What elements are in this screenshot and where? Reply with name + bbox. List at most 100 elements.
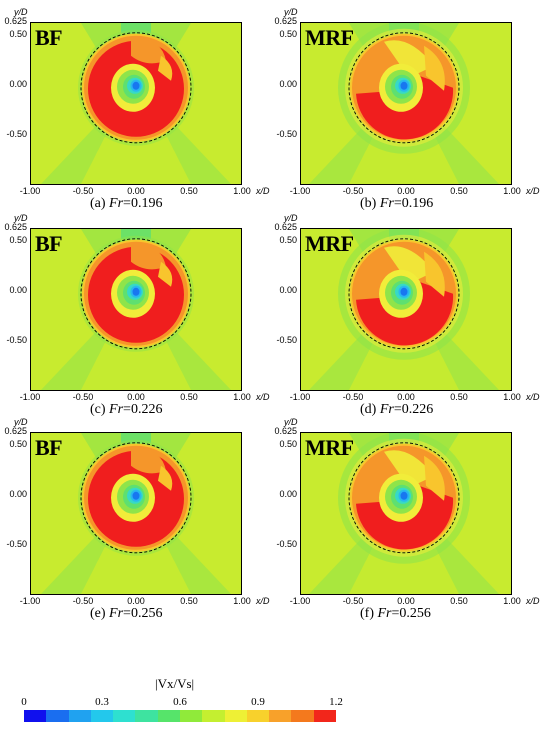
x-tick-label: 0.50 [450, 186, 468, 196]
y-axis-label: y/D [14, 417, 28, 427]
velocity-contour [31, 229, 241, 390]
y-tick-label: -0.50 [276, 538, 297, 549]
colorbar-swatch [68, 710, 91, 722]
y-axis-label: y/D [284, 213, 298, 223]
colorbar-swatch [113, 710, 136, 722]
x-tick-label: 0.00 [127, 186, 145, 196]
model-label: MRF [305, 231, 354, 256]
x-tick-label: -0.50 [72, 392, 94, 402]
colorbar-swatch [313, 710, 336, 722]
x-tick-label: 0.00 [397, 392, 415, 402]
contour-plot: BF [30, 22, 242, 185]
model-label: BF [35, 25, 63, 50]
colorbar-swatch [157, 710, 180, 722]
colorbar-tick-label: 0 [21, 696, 27, 708]
contour-plot: BF [30, 228, 242, 391]
x-tick-label: -0.50 [342, 596, 364, 606]
x-tick-label: 0.50 [450, 596, 468, 606]
x-tick-label: -1.00 [289, 596, 311, 606]
colorbar-swatch [179, 710, 203, 722]
y-tick-label: 0.50 [9, 438, 27, 449]
model-label: BF [35, 435, 63, 460]
contour-plot: MRF [300, 22, 512, 185]
x-tick-label: -1.00 [19, 596, 41, 606]
velocity-contour [31, 433, 241, 594]
x-tick-label: -1.00 [19, 186, 41, 196]
x-axis-label: x/D [256, 186, 270, 196]
x-tick-label: 0.00 [397, 596, 415, 606]
panel-caption: (d) Fr=0.226 [360, 402, 434, 417]
colorbar-swatch [46, 710, 69, 722]
y-tick-label: 0.00 [279, 284, 297, 295]
x-tick-label: 1.00 [503, 596, 521, 606]
panel-caption: (c) Fr=0.226 [90, 402, 163, 417]
y-tick-label: -0.50 [6, 334, 27, 345]
x-tick-label: 0.50 [180, 596, 198, 606]
colorbar [24, 710, 336, 722]
y-tick-label: 0.625 [274, 222, 297, 232]
panel-caption: (e) Fr=0.256 [90, 606, 163, 621]
y-axis-label: y/D [284, 7, 298, 17]
colorbar-tick-label: 1.2 [329, 696, 343, 708]
y-tick-label: 0.00 [9, 284, 27, 295]
x-tick-label: 1.00 [233, 392, 251, 402]
velocity-contour [31, 23, 241, 184]
x-tick-label: -0.50 [342, 186, 364, 196]
colorbar-swatch [24, 710, 47, 722]
y-axis-label: y/D [14, 213, 28, 223]
y-tick-label: 0.625 [274, 16, 297, 26]
x-tick-label: 0.00 [127, 392, 145, 402]
x-tick-label: 0.00 [397, 186, 415, 196]
y-tick-label: 0.625 [4, 222, 27, 232]
x-axis-label: x/D [256, 596, 270, 606]
x-tick-label: 0.00 [127, 596, 145, 606]
colorbar-tick-label: 0.3 [95, 696, 109, 708]
contour-plot: BF [30, 432, 242, 595]
y-tick-label: 0.50 [279, 438, 297, 449]
colorbar-swatch [291, 710, 314, 722]
x-tick-label: -0.50 [342, 392, 364, 402]
x-tick-label: -0.50 [72, 596, 94, 606]
y-axis-label: y/D [284, 417, 298, 427]
y-tick-label: 0.625 [274, 426, 297, 436]
velocity-contour [301, 23, 511, 184]
panel-caption: (f) Fr=0.256 [360, 606, 431, 621]
colorbar-swatch [269, 710, 292, 722]
colorbar-swatch [135, 710, 158, 722]
y-axis-label: y/D [14, 7, 28, 17]
x-axis-label: x/D [526, 392, 540, 402]
x-tick-label: -1.00 [19, 392, 41, 402]
x-tick-label: 0.50 [450, 392, 468, 402]
y-tick-label: -0.50 [276, 128, 297, 139]
panel-caption: (a) Fr=0.196 [90, 196, 163, 211]
colorbar-title: |Vx/Vs| [155, 676, 195, 691]
model-label: BF [35, 231, 63, 256]
colorbar-swatch [202, 710, 225, 722]
y-tick-label: 0.00 [9, 488, 27, 499]
velocity-contour [301, 229, 511, 390]
y-tick-label: -0.50 [6, 128, 27, 139]
x-tick-label: -0.50 [72, 186, 94, 196]
y-tick-label: 0.00 [279, 78, 297, 89]
colorbar-swatch [224, 710, 247, 722]
x-tick-label: 1.00 [233, 596, 251, 606]
y-tick-label: 0.50 [9, 234, 27, 245]
x-tick-label: -1.00 [289, 186, 311, 196]
colorbar-tick-label: 0.6 [173, 696, 187, 708]
y-tick-label: 0.625 [4, 16, 27, 26]
x-tick-label: 0.50 [180, 186, 198, 196]
velocity-contour [301, 433, 511, 594]
x-axis-label: x/D [256, 392, 270, 402]
colorbar-tick-label: 0.9 [251, 696, 265, 708]
model-label: MRF [305, 25, 354, 50]
x-axis-label: x/D [526, 186, 540, 196]
y-tick-label: 0.00 [279, 488, 297, 499]
x-axis-label: x/D [526, 596, 540, 606]
colorbar-swatch [246, 710, 270, 722]
x-tick-label: 1.00 [503, 186, 521, 196]
panel-caption: (b) Fr=0.196 [360, 196, 434, 211]
x-tick-label: 1.00 [233, 186, 251, 196]
model-label: MRF [305, 435, 354, 460]
x-tick-label: 0.50 [180, 392, 198, 402]
y-tick-label: 0.625 [4, 426, 27, 436]
